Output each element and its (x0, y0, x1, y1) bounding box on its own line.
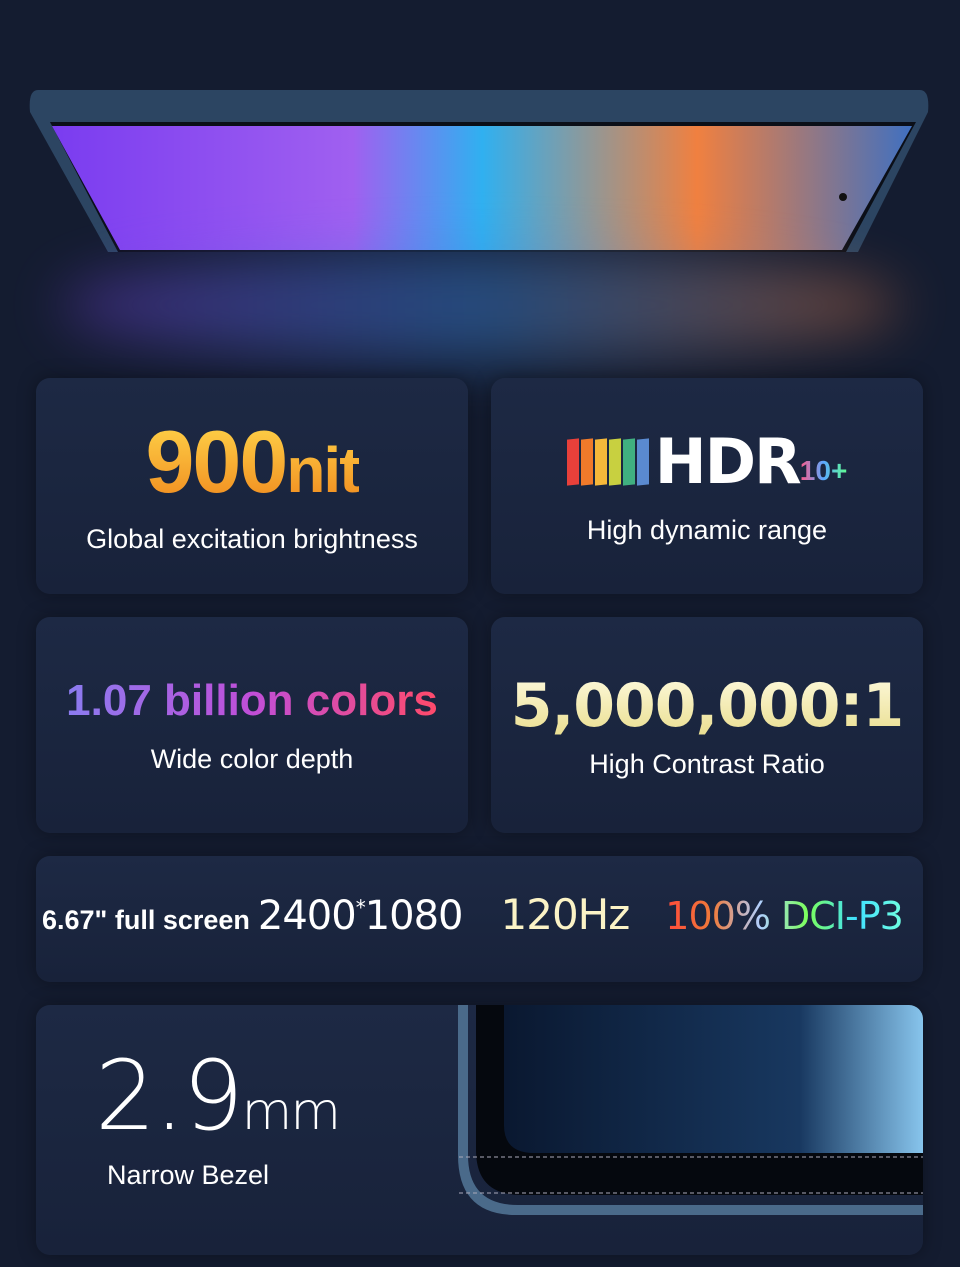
specs-strip (36, 856, 923, 982)
screen-size: 6.67" full screen (42, 905, 250, 935)
resolution: 2400*1080 (257, 893, 464, 939)
bezel-corner-illustration (456, 1005, 923, 1215)
spectrum-bars-icon (566, 437, 651, 486)
contrast-card: 5,000,000:1 High Contrast Ratio (491, 617, 923, 833)
color-gamut: 100% DCI-P3 (665, 894, 904, 938)
color-depth-card: 1.07 billion colors Wide color depth (36, 617, 468, 833)
brightness-card: 900nit Global excitation brightness (36, 378, 468, 594)
contrast-label: High Contrast Ratio (589, 748, 825, 779)
phone-illustration (29, 90, 929, 252)
bezel-width: 2.9mm (95, 1040, 341, 1152)
screen-glow (60, 250, 900, 360)
bezel-card (36, 1005, 923, 1255)
hdr-label: High dynamic range (586, 514, 828, 545)
bezel-label: Narrow Bezel (107, 1160, 270, 1190)
contrast-value: 5,000,000:1 (510, 670, 905, 741)
hdr-card: HDR 10+ High dynamic range (491, 378, 923, 594)
specs-row: 6.67" full screen 2400*1080 120Hz 100% D… (42, 890, 904, 939)
refresh-rate: 120Hz (500, 890, 631, 939)
color-depth-label: Wide color depth (150, 743, 354, 774)
brightness-value: 900 (145, 411, 287, 511)
hdr10-logo: HDR 10+ (566, 425, 847, 498)
brightness-unit: nit (286, 433, 359, 506)
brightness-label: Global excitation brightness (86, 523, 418, 554)
color-count: 1.07 billion colors (66, 675, 438, 725)
